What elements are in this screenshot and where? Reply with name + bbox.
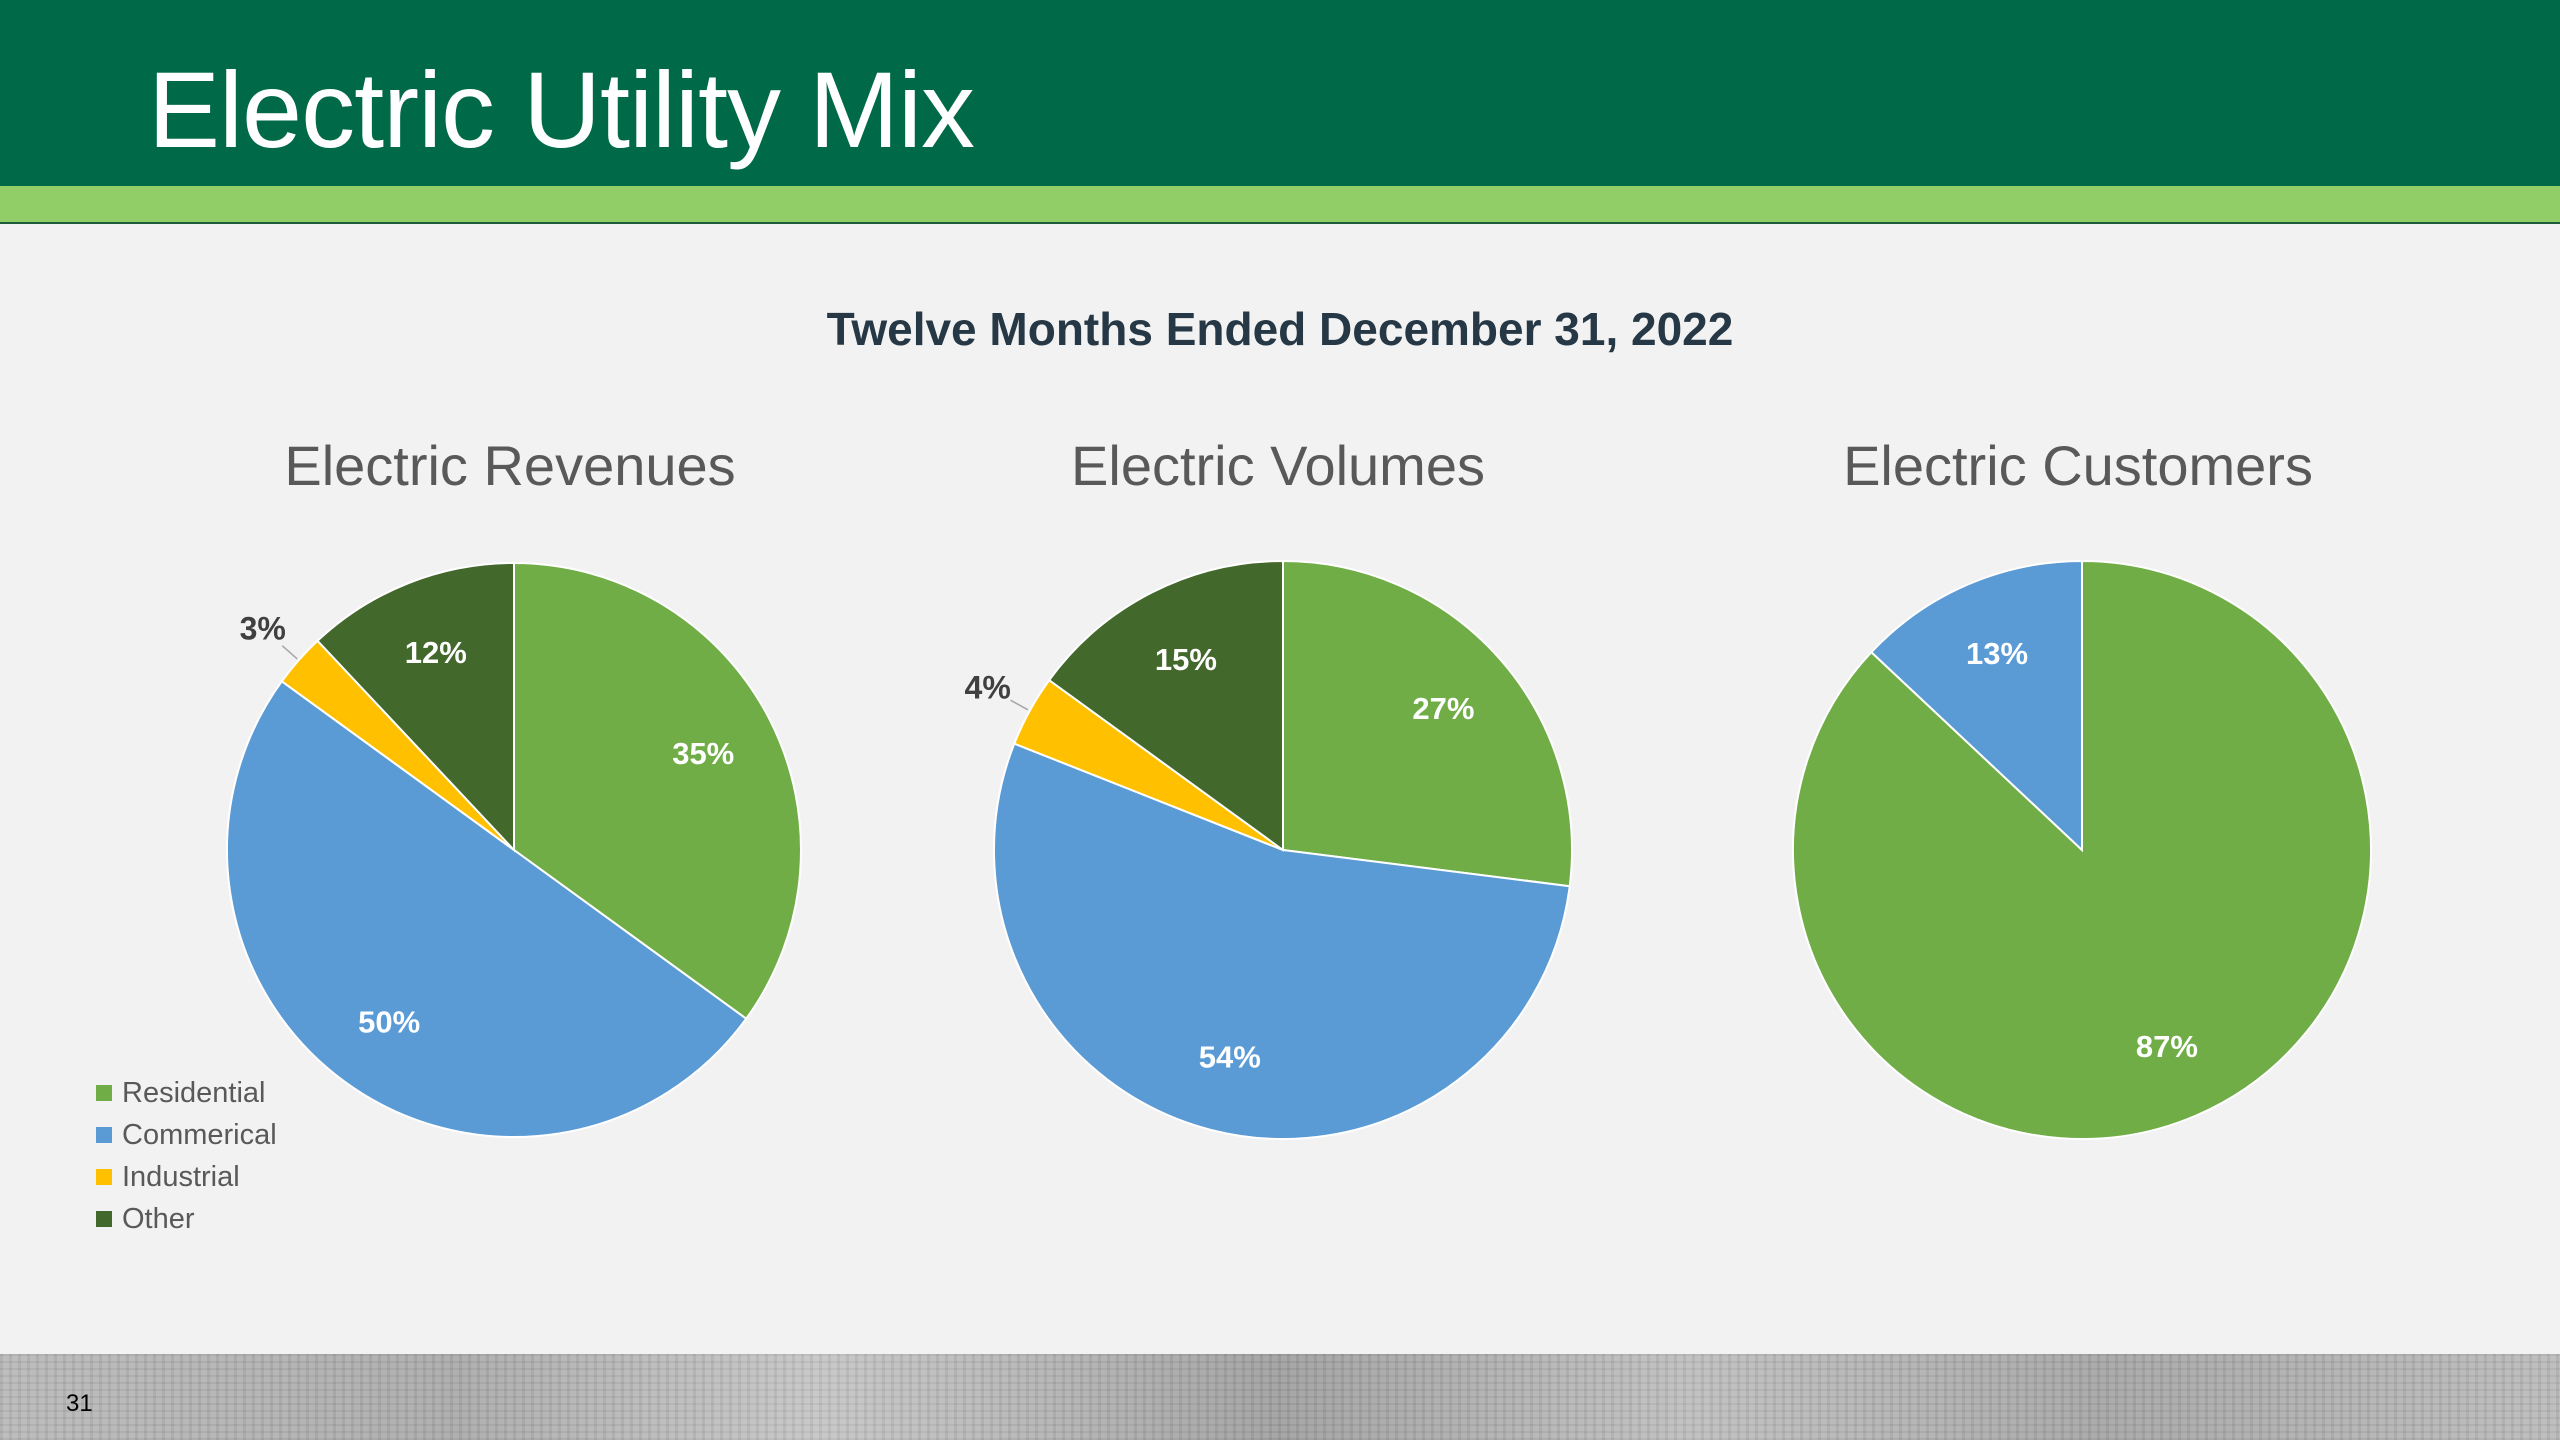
- pie-slice-residential: [1282, 559, 1573, 888]
- footer-concrete-texture: [0, 1354, 2560, 1440]
- pie-slice-residential: [513, 561, 802, 1021]
- pie-slice-commerical: [226, 679, 748, 1138]
- data-label-commerical: 13%: [1966, 636, 2028, 671]
- pie-slice-other: [316, 561, 515, 853]
- title-banner: Electric Utility Mix: [0, 0, 2560, 186]
- data-label-residential: 87%: [2136, 1029, 2198, 1064]
- data-label-other: 15%: [1155, 642, 1217, 677]
- pie-electric-revenues: 35% 50% 3% 12%: [226, 561, 802, 1138]
- legend-label: Commerical: [122, 1118, 277, 1151]
- accent-bar: [0, 186, 2560, 222]
- page-number: 31: [66, 1390, 93, 1417]
- chart-title-customers: Electric Customers: [1843, 434, 2313, 497]
- legend-swatch-other: [96, 1211, 112, 1227]
- legend-swatch-residential: [96, 1085, 112, 1101]
- legend-item-industrial: Industrial: [96, 1156, 277, 1198]
- pie-electric-volumes: 27% 54% 4% 15%: [965, 559, 1573, 1140]
- slide-title: Electric Utility Mix: [148, 49, 975, 170]
- period-subtitle: Twelve Months Ended December 31, 2022: [826, 303, 1734, 355]
- legend-label: Residential: [122, 1076, 266, 1109]
- pie-slice-other: [1047, 559, 1284, 852]
- data-label-industrial: 4%: [965, 670, 1011, 706]
- chart-title-volumes: Electric Volumes: [1071, 434, 1485, 497]
- legend-swatch-commerical: [96, 1127, 112, 1143]
- pie-slice-commerical: [993, 742, 1571, 1140]
- data-label-residential: 27%: [1412, 691, 1474, 726]
- data-label-residential: 35%: [672, 736, 734, 771]
- accent-divider: [0, 222, 2560, 224]
- legend-item-residential: Residential: [96, 1072, 277, 1114]
- legend-label: Industrial: [122, 1160, 240, 1193]
- legend-item-commerical: Commerical: [96, 1114, 277, 1156]
- data-label-commerical: 54%: [1199, 1040, 1261, 1075]
- legend-item-other: Other: [96, 1198, 277, 1240]
- legend-label: Other: [122, 1202, 195, 1235]
- data-label-commerical: 50%: [358, 1004, 420, 1039]
- chart-title-revenues: Electric Revenues: [284, 434, 736, 497]
- footer-band: [0, 1354, 2560, 1440]
- pie-slice-commerical: [1869, 559, 2083, 853]
- chart-legend: Residential Commerical Industrial Other: [96, 1072, 277, 1240]
- data-label-industrial: 3%: [240, 610, 286, 646]
- data-label-other: 12%: [405, 635, 467, 670]
- legend-swatch-industrial: [96, 1169, 112, 1185]
- leader-line-industrial: [1010, 699, 1029, 711]
- leader-line-industrial: [281, 645, 298, 660]
- pie-electric-customers: 87% 13%: [1792, 559, 2372, 1140]
